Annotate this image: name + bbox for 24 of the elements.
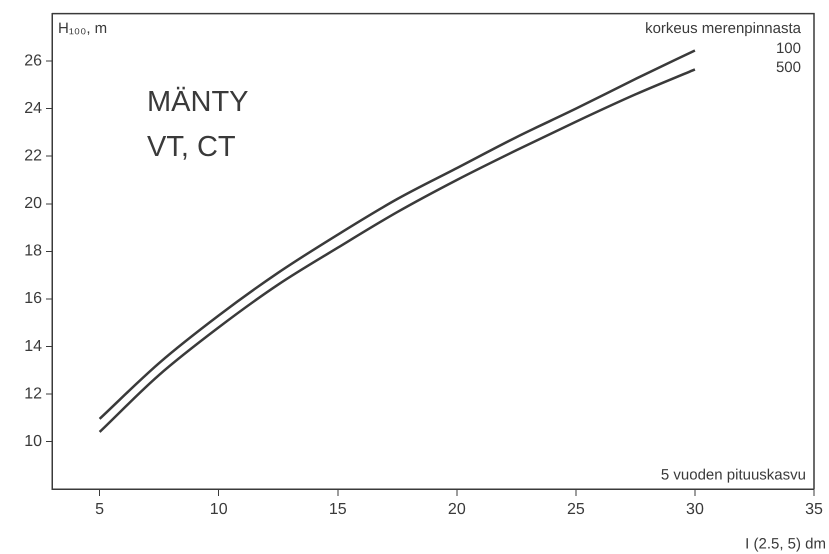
y-tick-label: 12	[24, 385, 42, 402]
x-tick-label: 30	[686, 501, 704, 518]
x-axis-title: I (2.5, 5) dm	[745, 536, 826, 553]
x-tick-label: 10	[210, 501, 228, 518]
text: VT, CT	[147, 131, 236, 164]
legend-title: korkeus merenpinnasta	[645, 20, 802, 38]
text: MÄNTY	[147, 86, 248, 118]
y-tick-label: 18	[24, 242, 42, 260]
y-tick-label: 24	[24, 100, 42, 118]
y-tick-label: 20	[24, 195, 42, 212]
y-tick-label: 14	[24, 338, 42, 355]
x-tick-label: 15	[328, 501, 347, 518]
y-tick-label: 10	[24, 432, 42, 450]
x-tick-label: 35	[805, 501, 823, 518]
text: 500	[776, 59, 801, 76]
y-tick-label: 16	[24, 290, 42, 308]
text: 100	[776, 40, 801, 58]
annotation: 5 vuoden pituuskasvu	[660, 466, 806, 484]
x-tick-label: 20	[448, 501, 466, 518]
y-tick-label: 26	[24, 52, 42, 70]
x-tick-label: 25	[566, 501, 585, 518]
x-tick-label: 5	[95, 501, 104, 518]
y-axis-title: H₁₀₀, m	[58, 20, 108, 38]
y-tick-label: 22	[24, 148, 42, 165]
